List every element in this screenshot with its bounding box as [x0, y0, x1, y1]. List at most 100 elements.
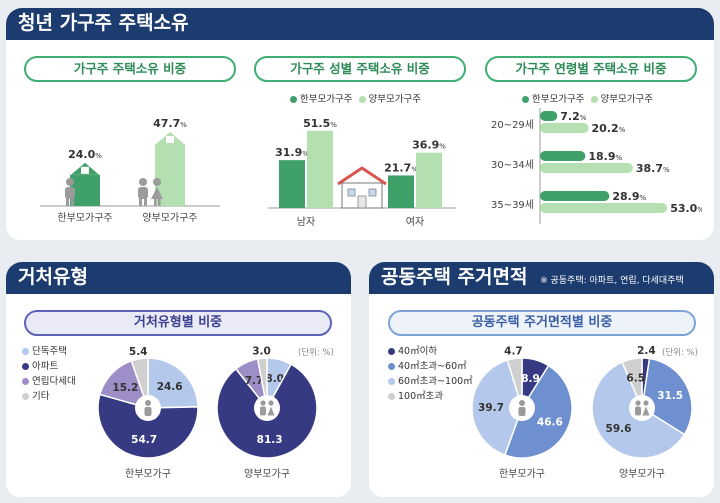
- chart4-slice-0-3: [130, 357, 149, 409]
- chart1-window-1: [166, 135, 174, 143]
- chart4-label-1-2: 7.7: [245, 375, 264, 387]
- chart3-svg: 20~29세 7.2% 20.2% 30~34세 18.9% 38.7% 35~39세 28.…: [491, 108, 702, 224]
- chart5-person-icon-1: [635, 400, 650, 416]
- chart5-legend-0: 40㎡이하: [398, 346, 438, 357]
- chart3-value-2-0: 28.9%: [612, 190, 646, 203]
- chart3-legend-1: 양부모가구주: [600, 94, 653, 105]
- ownership-title: 청년 가구주 주택소유: [18, 12, 189, 34]
- chart3-value-2-1: 53.0%: [670, 202, 702, 215]
- chart4-center-1: [254, 395, 280, 421]
- chart5-title: 공동주택 주거면적별 비중: [388, 310, 696, 336]
- chart3-bar-0-1: [540, 123, 589, 133]
- chart4-slice-0-0: [147, 357, 199, 409]
- chart2-bar-0-1: [307, 130, 333, 208]
- chart1-value-0: 24.0%: [68, 148, 102, 161]
- chart5-label-1-3: 6.5: [626, 373, 645, 385]
- chart5-label-0-1: 46.6: [537, 417, 563, 429]
- chart1-category-1: 양부모가구주: [142, 212, 197, 224]
- chart5-pie-name-1: 양부모가구: [619, 468, 665, 480]
- legend-dot-light-green: [358, 96, 366, 103]
- chart1-title: 가구주 주택소유 비중: [24, 56, 236, 82]
- chart2-bar-1-1: [416, 152, 442, 208]
- chart4-legend: 단독주택 아파트 연립다세대 기타: [22, 344, 76, 404]
- chart2-value-0-0: 31.9%: [275, 146, 309, 159]
- chart4-person-icon-0: [144, 400, 152, 416]
- chart2-value-1-0: 21.7%: [384, 161, 418, 174]
- legend-dot-light-green: [590, 96, 598, 103]
- legend-dot-60-100: [388, 378, 395, 385]
- chart5-legend-3: 100㎡초과: [398, 391, 444, 402]
- chart2-value-0-1: 51.5%: [303, 117, 337, 130]
- chart2-category-1: 여자: [406, 216, 424, 228]
- chart1-category-0: 한부모가구주: [57, 212, 112, 224]
- ownership-header: 청년 가구주 주택소유: [6, 8, 714, 40]
- chart5-svg: 8.9 46.6 39.7 4.7 2.4 31.5 59.6 6.5 한부모가구 양부모가구: [471, 346, 693, 480]
- housing-type-header: 거처유형: [6, 262, 351, 294]
- chart2-legend-1: 양부모가구주: [368, 94, 421, 105]
- legend-dot-dark-green: [290, 96, 297, 103]
- chart3-category-0: 20~29세: [491, 119, 534, 131]
- chart2-value-1-1: 36.9%: [412, 139, 446, 152]
- legend-dot-rowhouse: [22, 378, 29, 385]
- area-title: 공동주택 주거면적: [381, 266, 528, 288]
- chart3-bar-2-1: [540, 203, 668, 213]
- chart3-legend-0: 한부모가구주: [532, 94, 585, 105]
- chart4-slice-0-2: [98, 359, 150, 410]
- chart4-person-icon-1: [260, 400, 275, 416]
- chart5-slice-0-3: [506, 357, 523, 409]
- legend-dot-40-under: [388, 348, 395, 355]
- legend-dot-apartment: [22, 363, 29, 370]
- chart4-pie-name-0: 한부모가구: [125, 468, 171, 480]
- chart4-unit: (단위: %): [298, 348, 334, 358]
- chart4-label-1-3: 3.0: [252, 346, 271, 357]
- chart3-legend: 한부모가구주 양부모가구주: [522, 91, 653, 105]
- chart5-label-1-1: 31.5: [657, 390, 683, 402]
- chart4-label-0-0: 24.6: [157, 381, 183, 393]
- chart4-svg: 24.6 54.7 15.2 5.4 8.0 81.3 7.7 3.0 한부모가구 양부모가구: [97, 346, 318, 480]
- chart5-person-icon-0: [518, 400, 526, 416]
- chart1-svg: 24.0% 47.7% 한부모가구주 양부모가구주: [40, 117, 220, 224]
- two-parents-person-icon: [138, 178, 163, 206]
- single-parent-person-icon: [65, 178, 75, 206]
- chart4-slice-0-1: [97, 393, 199, 459]
- chart4-legend-0: 단독주택: [32, 346, 67, 357]
- chart5-label-1-0: 2.4: [637, 346, 656, 357]
- chart4-pie-name-1: 양부모가구: [244, 468, 290, 480]
- chart2-legend-0: 한부모가구주: [300, 94, 353, 105]
- chart4-label-0-1: 54.7: [131, 434, 157, 446]
- housing-type-title: 거처유형: [18, 266, 88, 288]
- chart4-label-0-3: 5.4: [129, 346, 148, 358]
- chart5-legend-1: 40㎡초과~60㎡: [398, 361, 467, 372]
- chart2-legend: 한부모가구주 양부모가구주: [290, 91, 421, 105]
- chart5-unit: (단위: %): [662, 348, 698, 358]
- area-note: ※ 공동주택: 아파트, 연립, 다세대주택: [540, 276, 684, 286]
- chart5-pie-name-0: 한부모가구: [499, 468, 545, 480]
- chart3-value-1-0: 18.9%: [588, 150, 622, 163]
- chart5-center-1: [629, 395, 655, 421]
- chart2-svg: 31.9% 51.5% 21.7% 36.9% 남자 여자: [268, 117, 456, 228]
- chart2-category-0: 남자: [297, 216, 315, 228]
- chart2-bar-1-0: [388, 175, 414, 208]
- legend-dot-detached: [22, 348, 29, 355]
- chart3-value-0-0: 7.2%: [560, 110, 587, 123]
- chart5-label-1-2: 59.6: [606, 423, 632, 435]
- chart3-bar-2-0: [540, 191, 610, 201]
- chart2-title: 가구주 성별 주택소유 비중: [254, 56, 466, 82]
- legend-dot-dark-green: [522, 96, 529, 103]
- chart5-legend: 40㎡이하 40㎡초과~60㎡ 60㎡초과~100㎡ 100㎡초과: [388, 344, 473, 404]
- chart1-value-1: 47.7%: [153, 117, 187, 130]
- chart4-legend-3: 기타: [32, 391, 50, 402]
- chart3-category-2: 35~39세: [491, 199, 534, 211]
- chart5-slice-1-3: [621, 357, 643, 409]
- chart4-title: 거처유형별 비중: [24, 310, 332, 336]
- legend-dot-100-over: [388, 393, 395, 400]
- chart5-label-0-0: 8.9: [521, 373, 540, 385]
- chart5-label-0-3: 4.7: [504, 346, 523, 358]
- chart4-label-1-1: 81.3: [257, 434, 283, 446]
- chart5-slice-0-1: [503, 364, 573, 459]
- chart4-legend-1: 아파트: [32, 361, 59, 372]
- area-header: 공동주택 주거면적 ※ 공동주택: 아파트, 연립, 다세대주택: [369, 262, 714, 294]
- legend-dot-40-60: [388, 363, 395, 370]
- chart3-bar-1-0: [540, 151, 586, 161]
- chart5-slice-0-2: [471, 359, 523, 456]
